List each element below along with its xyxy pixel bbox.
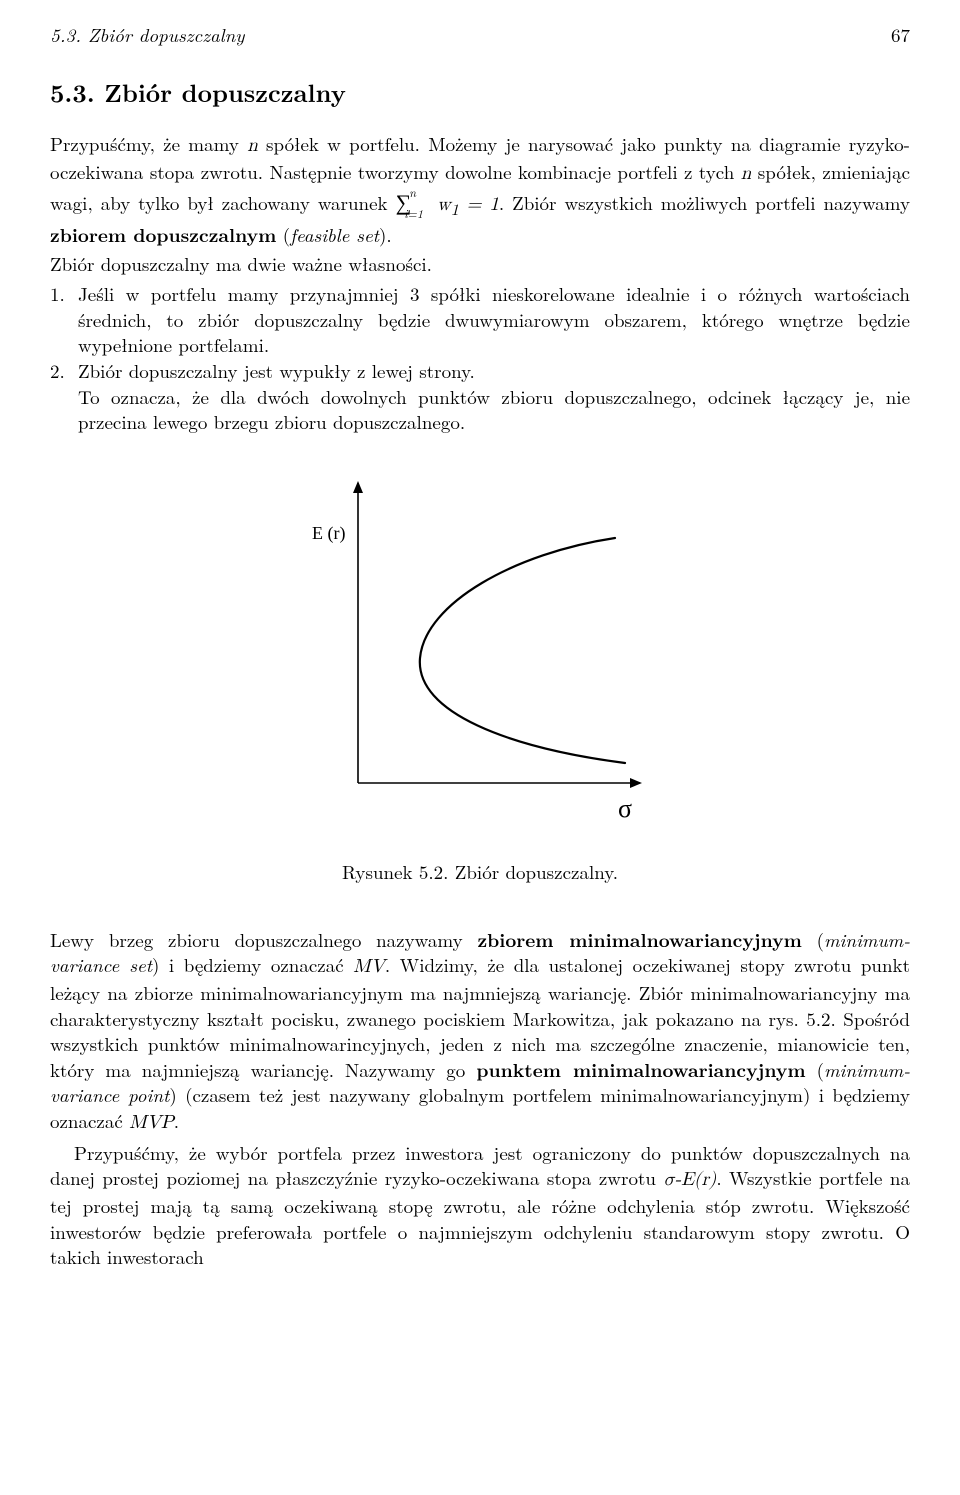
figure-svg: E (r) σ xyxy=(280,463,680,843)
list-item-2-text: Zbiór dopuszczalny jest wypukły z lewej … xyxy=(78,358,910,435)
section-heading: Zbiór dopuszczalny xyxy=(104,75,346,110)
paragraph-2: Zbiór dopuszczalny ma dwie ważne własnoś… xyxy=(50,251,910,277)
list-item-1-number: 1. xyxy=(50,281,78,358)
section-number: 5.3. xyxy=(50,75,95,110)
header-section-ref: 5.3. Zbiór dopuszczalny xyxy=(50,22,245,48)
math-sum: ∑ni=1 xyxy=(396,191,437,215)
list-item-2: 2. Zbiór dopuszczalny jest wypukły z lew… xyxy=(50,358,910,435)
term-feasible-set-en: feasible set xyxy=(290,221,379,248)
math-mvp: MVP xyxy=(129,1113,174,1132)
term-feasible-set-pl: zbiorem dopuszczalnym xyxy=(50,220,276,248)
svg-text:σ: σ xyxy=(618,794,632,823)
running-header: 5.3. Zbiór dopuszczalny 67 xyxy=(50,22,910,48)
math-w1: w1 = 1 xyxy=(437,195,499,214)
figure-feasible-set: E (r) σ xyxy=(50,463,910,843)
math-sigma-er: σ-E(r) xyxy=(663,1170,716,1189)
term-min-variance-point-pl: punktem minimalnowariancyjnym xyxy=(476,1055,805,1083)
paragraph-3: Lewy brzeg zbioru dopuszczalnego nazywam… xyxy=(50,927,910,1136)
paragraph-4: Przypuśćmy, że wybór portfela przez inwe… xyxy=(50,1140,910,1270)
header-page-number: 67 xyxy=(891,22,910,48)
term-min-variance-set-pl: zbiorem minimalnowariancyjnym xyxy=(477,925,801,953)
list-item-2-number: 2. xyxy=(50,358,78,435)
list-item-1-text: Jeśli w portfelu mamy przynajmniej 3 spó… xyxy=(78,281,910,358)
list-item-1: 1. Jeśli w portfelu mamy przynajmniej 3 … xyxy=(50,281,910,358)
figure-caption: Rysunek 5.2. Zbiór dopuszczalny. xyxy=(50,859,910,885)
section-title: 5.3. Zbiór dopuszczalny xyxy=(50,76,910,110)
math-mv: MV xyxy=(353,957,385,976)
svg-text:E (r): E (r) xyxy=(312,523,345,544)
paragraph-1: Przypuśćmy, że mamy n spółek w portfelu.… xyxy=(50,131,910,247)
math-n: n xyxy=(247,136,258,155)
math-n-2: n xyxy=(741,164,752,183)
